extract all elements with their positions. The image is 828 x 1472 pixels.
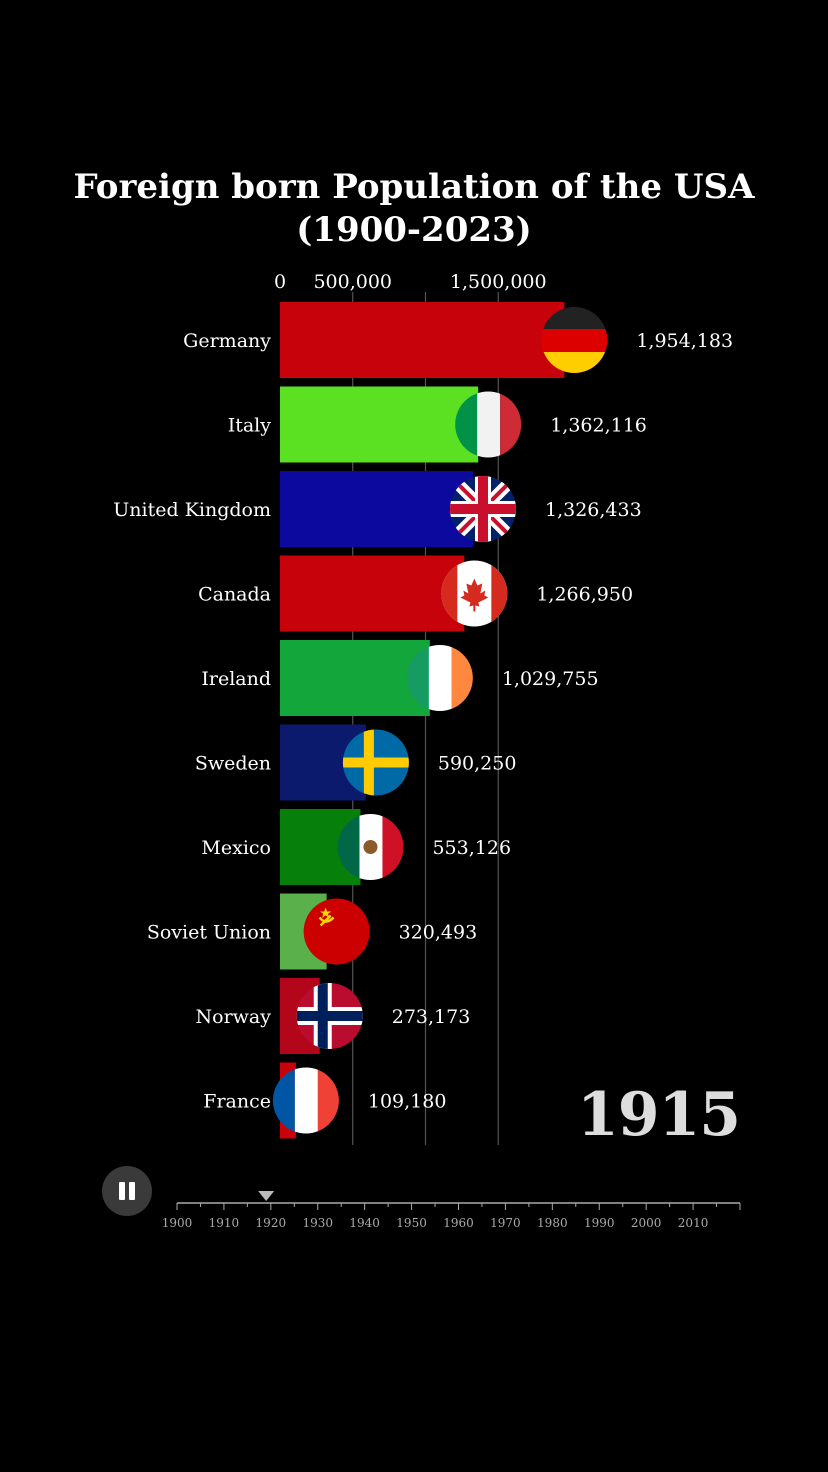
category-label: Mexico <box>201 837 271 859</box>
bar-row: Sweden 590,250 <box>195 724 517 801</box>
value-label: 590,250 <box>438 753 517 775</box>
flag-part <box>541 329 608 352</box>
category-label: France <box>203 1091 271 1113</box>
pause-icon-bar-left <box>119 1182 125 1200</box>
pause-button[interactable] <box>102 1166 152 1216</box>
flag-part <box>500 391 522 458</box>
category-label: Soviet Union <box>147 922 271 944</box>
mexico-emblem <box>363 840 378 854</box>
flag-part <box>491 560 508 627</box>
flag-part <box>455 391 478 458</box>
value-label: 273,173 <box>392 1006 471 1028</box>
bar-row: Canada 1,266,950 <box>198 555 633 632</box>
bar <box>280 386 479 463</box>
timeline-marker[interactable] <box>258 1191 275 1201</box>
value-label: 109,180 <box>368 1091 447 1113</box>
flag-part <box>337 814 360 880</box>
sweden-flag-icon <box>342 729 409 796</box>
value-label: 320,493 <box>399 922 478 944</box>
flag-part <box>296 1011 363 1021</box>
pause-icon-bar-right <box>129 1182 135 1200</box>
bar-row: Ireland 1,029,755 <box>201 640 599 716</box>
current-year-label: 1915 <box>577 1080 741 1150</box>
flag-part <box>541 352 608 373</box>
bar <box>280 640 430 716</box>
timeline-year-label: 1960 <box>443 1216 474 1230</box>
chart-title-line1: Foreign born Population of the USA <box>73 167 755 207</box>
value-label: 1,029,755 <box>502 668 599 690</box>
flag-part <box>451 645 473 711</box>
category-label: Italy <box>228 415 272 437</box>
value-label: 1,326,433 <box>545 499 642 521</box>
bar-row: Mexico 553,126 <box>201 809 511 885</box>
ireland-flag-icon <box>406 645 473 711</box>
timeline-year-label: 2010 <box>678 1216 709 1230</box>
france-flag-icon <box>272 1067 339 1134</box>
germany-flag-icon <box>541 307 608 373</box>
soviet-union-flag-icon <box>303 898 370 965</box>
flag-part <box>303 898 370 965</box>
bar-row: Germany 1,954,183 <box>183 302 733 378</box>
star <box>320 907 332 918</box>
bar-row: France 109,180 <box>203 1062 447 1139</box>
flag-part <box>382 814 404 880</box>
hammer-sickle <box>318 914 335 927</box>
category-label: Ireland <box>201 668 271 690</box>
flag-part <box>294 1067 318 1134</box>
flag-part <box>317 983 328 1049</box>
norway-flag-icon <box>296 983 363 1049</box>
timeline-year-label: 1910 <box>209 1216 240 1230</box>
flag-part <box>541 307 608 329</box>
timeline-year-label: 1990 <box>584 1216 615 1230</box>
category-label: Germany <box>183 330 271 352</box>
timeline-year-label: 2000 <box>631 1216 662 1230</box>
flag-part <box>477 391 501 458</box>
x-tick-label: 500,000 <box>313 271 392 293</box>
italy-flag-icon <box>455 391 522 458</box>
value-label: 553,126 <box>432 837 511 859</box>
x-tick-label: 1,500,000 <box>450 271 547 293</box>
timeline-year-label: 1970 <box>490 1216 521 1230</box>
mexico-flag-icon <box>337 814 404 880</box>
flag-part <box>363 729 374 796</box>
bar-row: Soviet Union 320,493 <box>147 893 478 970</box>
value-label: 1,954,183 <box>636 330 733 352</box>
timeline-year-label: 1920 <box>256 1216 287 1230</box>
category-label: Canada <box>198 584 271 606</box>
bar <box>280 555 465 632</box>
bar-row: United Kingdom 1,326,433 <box>113 471 642 547</box>
flag-part <box>406 645 429 711</box>
value-label: 1,266,950 <box>536 584 633 606</box>
bar <box>280 302 565 378</box>
flag-part <box>428 645 452 711</box>
category-label: Sweden <box>195 753 271 775</box>
united-kingdom-flag-icon <box>449 476 516 542</box>
bar <box>280 471 473 547</box>
value-label: 1,362,116 <box>550 415 647 437</box>
timeline-year-label: 1950 <box>396 1216 427 1230</box>
maple-leaf <box>460 578 489 612</box>
chart-title-line2: (1900-2023) <box>296 210 532 250</box>
category-label: Norway <box>196 1006 272 1028</box>
category-label: United Kingdom <box>113 499 271 521</box>
bar-row: Italy 1,362,116 <box>228 386 647 463</box>
timeline-year-label: 1980 <box>537 1216 568 1230</box>
flag-part <box>272 1067 295 1134</box>
timeline-year-label: 1940 <box>349 1216 380 1230</box>
timeline-year-label: 1900 <box>162 1216 193 1230</box>
flag-part <box>317 1067 339 1134</box>
chart-title: Foreign born Population of the USA (1900… <box>0 166 828 252</box>
x-tick-label: 0 <box>274 271 286 293</box>
bar-row: Norway 273,173 <box>196 978 471 1054</box>
flag-part <box>477 476 488 542</box>
timeline-year-label: 1930 <box>302 1216 333 1230</box>
flag-part <box>342 757 409 768</box>
